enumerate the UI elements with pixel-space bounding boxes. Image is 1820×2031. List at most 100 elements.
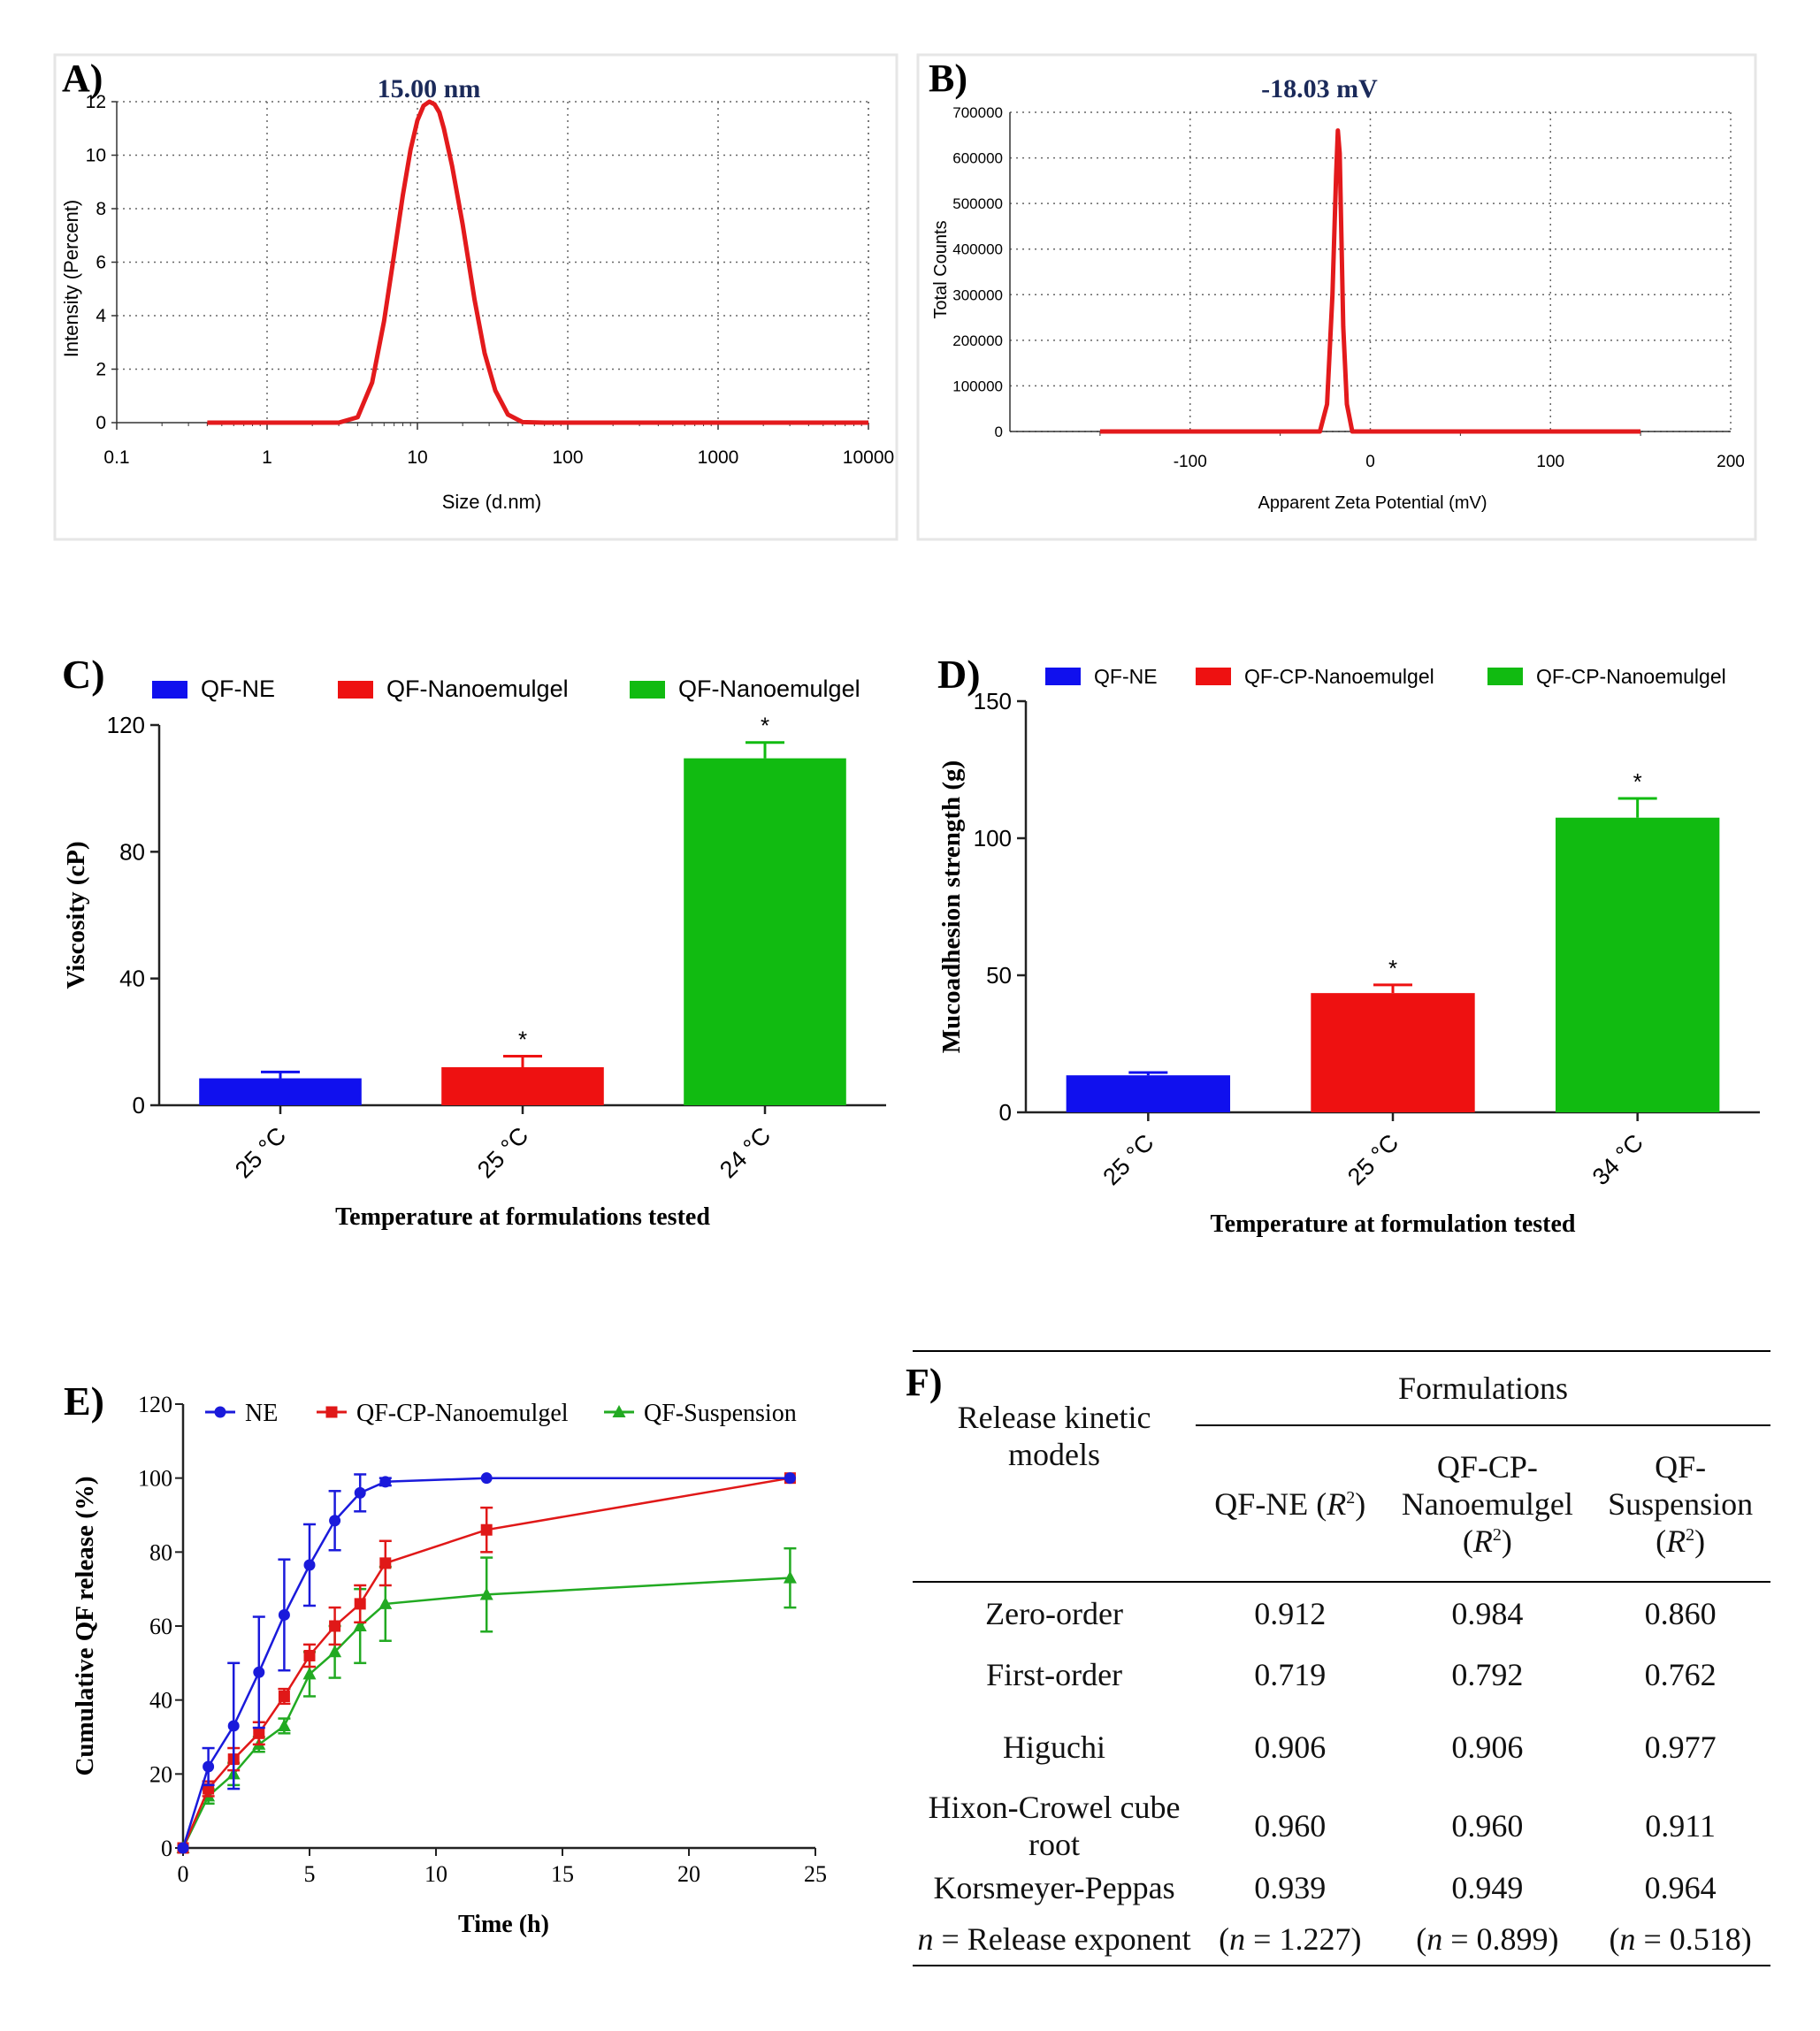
- y-tick-label: 6: [96, 253, 106, 273]
- table-row: Higuchi 0.906 0.906 0.977: [913, 1706, 1770, 1789]
- bar: [1311, 993, 1475, 1112]
- y-tick-label: 80: [119, 838, 145, 865]
- data-point: [612, 1405, 626, 1417]
- x-axis-label: Temperature at formulation tested: [1211, 1210, 1576, 1238]
- model-cell: Zero-order: [985, 1595, 1123, 1631]
- y-tick-label: 0: [96, 413, 106, 433]
- value-cell: (n = 0.518): [1609, 1920, 1752, 1957]
- panel-e-plot: 0 20 40 60 80 100 120 0 5 10 15 20 25 Cumulative QF r…: [71, 1392, 827, 1938]
- legend-swatch: [630, 681, 665, 699]
- value-cell: 0.949: [1451, 1870, 1524, 1905]
- y-tick-label: 120: [138, 1392, 172, 1417]
- data-point: [379, 1476, 392, 1488]
- data-point: [177, 1842, 189, 1854]
- col-header-qf-suspension: QF- Suspension (R2): [1608, 1448, 1754, 1559]
- bar: [1555, 817, 1720, 1112]
- x-tick-label: 25: [804, 1861, 827, 1887]
- y-tick-label: 10: [86, 146, 106, 166]
- panel-b-label: B): [929, 57, 967, 100]
- value-cell: 0.912: [1254, 1595, 1327, 1631]
- x-tick-label: 10: [407, 447, 427, 468]
- x-tick-label: 25 °C: [1097, 1129, 1159, 1190]
- table-row: n = Release exponent (n = 1.227) (n = 0.…: [913, 1913, 1770, 1966]
- value-cell: (n = 0.899): [1416, 1920, 1559, 1957]
- row-header-cell: Release kinetic models: [957, 1399, 1151, 1472]
- value-cell: 0.960: [1451, 1808, 1524, 1844]
- model-cell: Hixon-Crowel cube root: [928, 1790, 1181, 1862]
- data-point: [328, 1645, 342, 1658]
- panel-b-plot: -100 0 100 200 0 100000 200000 300000 400000 5000…: [952, 104, 1745, 471]
- y-tick-label: 100: [138, 1466, 172, 1492]
- significance-mark: *: [761, 713, 769, 739]
- significance-mark: *: [518, 1026, 527, 1052]
- x-tick-label: 24 °C: [715, 1122, 776, 1183]
- y-tick-label: 40: [119, 966, 145, 992]
- panel-a-xlabel: Size (d.nm): [442, 491, 541, 513]
- legend-label: QF-CP-Nanoemulgel: [1244, 665, 1434, 688]
- y-tick-label: 500000: [952, 195, 1003, 212]
- y-tick-label: 0: [133, 1092, 145, 1119]
- model-cell: Korsmeyer-Peppas: [933, 1870, 1175, 1905]
- bar: [684, 758, 846, 1105]
- table-header-row: Release kinetic models Formulations: [913, 1351, 1770, 1472]
- data-point: [253, 1727, 265, 1739]
- y-tick-label: 400000: [952, 241, 1003, 258]
- value-cell: 0.792: [1451, 1657, 1524, 1692]
- data-point: [203, 1760, 215, 1773]
- y-tick-label: 80: [149, 1539, 172, 1565]
- y-tick-label: 120: [107, 712, 145, 738]
- legend-label: QF-Nanoemulgel: [386, 676, 569, 702]
- panel-a-label: A): [62, 57, 103, 100]
- column-header-row: QF-NE (R2) QF-CP- Nanoemulgel (R2) QF- S…: [913, 1425, 1770, 1582]
- x-tick-label: 20: [677, 1861, 700, 1887]
- zeta-potential-line: [1099, 128, 1641, 434]
- panel-b-ylabel: Total Counts: [931, 220, 951, 318]
- x-tick-label: 25 °C: [472, 1122, 533, 1183]
- value-cell: 0.719: [1254, 1657, 1327, 1692]
- x-tick-label: 100: [1536, 453, 1564, 471]
- y-tick-label: 700000: [952, 104, 1003, 121]
- x-tick-label: -100: [1174, 453, 1207, 471]
- significance-mark: *: [1388, 955, 1397, 981]
- panel-c-plot: QF-NE QF-Nanoemulgel QF-Nanoemulgel 0 40 80 12…: [62, 676, 886, 1231]
- data-point: [329, 1620, 341, 1632]
- x-tick-label: 10: [424, 1861, 447, 1887]
- legend-label: QF-CP-Nanoemulgel: [356, 1400, 569, 1427]
- data-point: [325, 1406, 338, 1418]
- panel-c-label: C): [62, 652, 105, 697]
- data-point: [227, 1720, 240, 1732]
- y-tick-label: 100000: [952, 378, 1003, 394]
- col-header-qf-cp-nanoemulgel: QF-CP- Nanoemulgel (R2): [1401, 1448, 1573, 1559]
- data-point: [480, 1523, 493, 1536]
- data-point: [302, 1667, 317, 1680]
- legend-swatch: [1045, 668, 1081, 685]
- legend-label: QF-NE: [201, 676, 275, 702]
- y-tick-label: 300000: [952, 286, 1003, 303]
- x-tick-label: 0: [178, 1861, 189, 1887]
- y-tick-label: 4: [96, 306, 106, 326]
- y-tick-label: 8: [96, 199, 106, 219]
- y-tick-label: 20: [149, 1761, 172, 1787]
- data-point: [354, 1486, 366, 1499]
- data-point: [329, 1515, 341, 1527]
- x-tick-label: 100: [552, 447, 583, 468]
- value-cell: 0.762: [1644, 1657, 1717, 1692]
- data-point: [354, 1598, 366, 1610]
- table-row: Zero-order 0.912 0.984 0.860: [913, 1582, 1770, 1644]
- y-tick-label: 200000: [952, 332, 1003, 349]
- table-row: First-order 0.719 0.792 0.762: [913, 1644, 1770, 1706]
- value-cell: 0.964: [1644, 1870, 1717, 1905]
- x-tick-label: 0: [1365, 453, 1375, 471]
- data-point: [783, 1570, 797, 1584]
- data-point: [379, 1557, 392, 1569]
- legend-swatch: [1487, 668, 1523, 685]
- y-tick-label: 60: [149, 1614, 172, 1639]
- value-cell: (n = 1.227): [1219, 1920, 1362, 1957]
- x-axis-label: Temperature at formulations tested: [335, 1203, 710, 1231]
- release-kinetics-table: Release kinetic models Formulations QF-N…: [913, 1350, 1770, 1966]
- data-point: [379, 1596, 393, 1609]
- x-tick-label: 5: [304, 1861, 316, 1887]
- x-tick-label: 1000: [698, 447, 739, 468]
- x-tick-label: 34 °C: [1587, 1129, 1648, 1190]
